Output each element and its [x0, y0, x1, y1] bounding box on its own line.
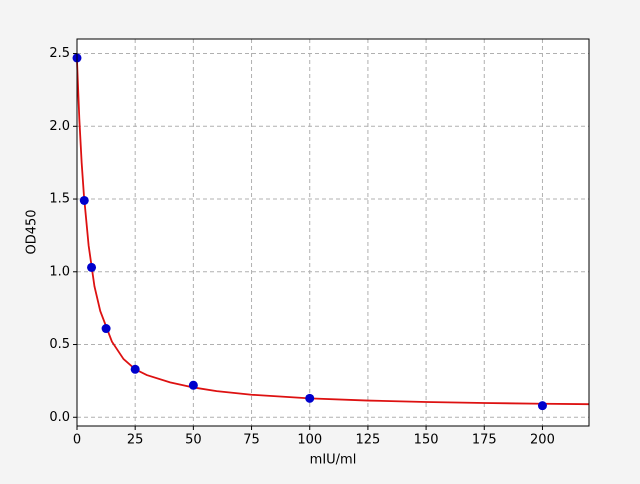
- data-point: [188, 380, 198, 390]
- x-tick-label: 0: [73, 433, 81, 448]
- data-point: [101, 324, 111, 334]
- x-tick-label: 100: [297, 433, 322, 448]
- fit-curve: [76, 60, 590, 406]
- plot-frame: [76, 38, 590, 427]
- x-tick-label: 150: [414, 433, 439, 448]
- x-axis-label: mIU/ml: [310, 453, 357, 468]
- y-axis-label: OD450: [25, 209, 40, 254]
- x-tick-label: 125: [355, 433, 380, 448]
- x-tick-label: 175: [472, 433, 497, 448]
- x-tick-label: 25: [127, 433, 144, 448]
- y-tick-label: 2.0: [49, 119, 70, 134]
- y-tick-label: 0.0: [49, 410, 70, 425]
- y-tick-label: 0.5: [49, 337, 70, 352]
- data-point: [305, 393, 315, 403]
- x-tick-label: 75: [243, 433, 260, 448]
- data-point: [79, 195, 89, 205]
- data-point: [87, 262, 97, 272]
- y-tick-label: 1.5: [49, 192, 70, 207]
- y-tick-label: 1.0: [49, 264, 70, 279]
- y-tick-label: 2.5: [49, 46, 70, 61]
- x-tick-label: 200: [530, 433, 555, 448]
- data-point: [537, 401, 547, 411]
- data-point: [130, 364, 140, 374]
- x-tick-label: 50: [185, 433, 202, 448]
- plot-area: [77, 39, 589, 426]
